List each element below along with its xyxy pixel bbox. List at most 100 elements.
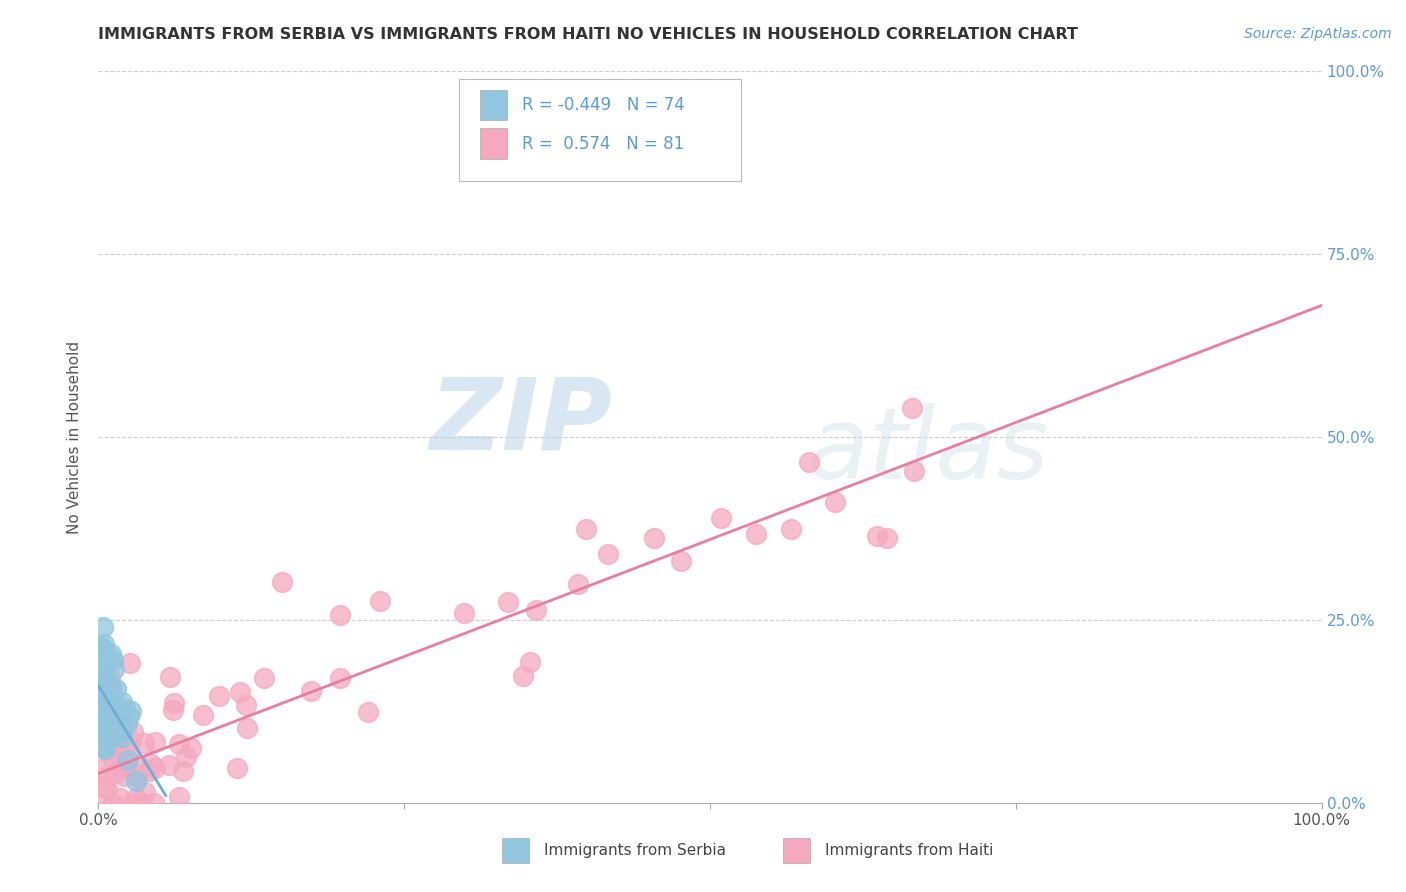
Point — [780, 522, 803, 536]
Point — [90, 674, 112, 689]
Point — [236, 721, 259, 735]
Point — [496, 595, 519, 609]
Point — [93, 741, 115, 756]
Point — [134, 785, 156, 799]
Point — [98, 693, 121, 707]
Point — [98, 693, 121, 707]
Point — [91, 728, 114, 742]
FancyBboxPatch shape — [479, 90, 508, 120]
Point — [125, 790, 148, 805]
FancyBboxPatch shape — [479, 128, 508, 159]
Point — [299, 684, 322, 698]
Point — [329, 608, 352, 623]
Point — [100, 694, 122, 708]
Point — [96, 679, 118, 693]
Point — [98, 680, 121, 694]
Point — [643, 531, 665, 545]
FancyBboxPatch shape — [502, 838, 529, 863]
Point — [368, 594, 391, 608]
Point — [598, 547, 620, 561]
Point — [163, 696, 186, 710]
Point — [96, 781, 118, 796]
Point — [121, 725, 143, 739]
Point — [127, 757, 149, 772]
Point — [90, 762, 112, 776]
Point — [159, 670, 181, 684]
Point — [93, 671, 115, 685]
Point — [866, 529, 889, 543]
Point — [512, 669, 534, 683]
Point — [93, 687, 115, 701]
Point — [167, 790, 190, 805]
Point — [90, 682, 112, 697]
Point — [901, 401, 924, 415]
Point — [180, 740, 202, 755]
Text: ZIP: ZIP — [429, 374, 612, 471]
Point — [96, 681, 118, 695]
Point — [270, 574, 292, 589]
Point — [93, 740, 115, 755]
Point — [138, 764, 160, 778]
Point — [111, 725, 134, 739]
Point — [143, 761, 166, 775]
Point — [89, 690, 111, 705]
Point — [111, 713, 134, 727]
Point — [124, 766, 146, 780]
Point — [96, 769, 118, 783]
Point — [235, 698, 257, 712]
Point — [110, 760, 132, 774]
Point — [101, 796, 124, 810]
Point — [114, 755, 136, 769]
Point — [101, 712, 124, 726]
Point — [142, 796, 165, 810]
Point — [100, 647, 122, 661]
Point — [710, 511, 733, 525]
Point — [115, 716, 138, 731]
Point — [162, 703, 184, 717]
Point — [90, 688, 112, 702]
Point — [93, 669, 115, 683]
Point — [120, 704, 142, 718]
Point — [96, 708, 118, 723]
Point — [100, 725, 122, 739]
Point — [101, 681, 124, 695]
Point — [876, 531, 898, 545]
Point — [159, 757, 181, 772]
Text: atlas: atlas — [808, 403, 1049, 500]
Point — [114, 769, 136, 783]
Point — [97, 731, 120, 745]
Point — [87, 681, 110, 696]
Point — [87, 686, 110, 700]
Point — [94, 685, 117, 699]
Point — [94, 690, 117, 705]
Point — [93, 699, 115, 714]
Point — [903, 464, 925, 478]
Point — [91, 706, 114, 720]
Point — [117, 753, 139, 767]
Point — [167, 737, 190, 751]
Point — [105, 726, 128, 740]
Text: Immigrants from Haiti: Immigrants from Haiti — [825, 843, 994, 858]
Point — [91, 698, 114, 713]
Y-axis label: No Vehicles in Household: No Vehicles in Household — [67, 341, 83, 533]
Point — [89, 643, 111, 657]
Point — [91, 695, 114, 709]
Text: R = -0.449   N = 74: R = -0.449 N = 74 — [522, 96, 685, 114]
Point — [90, 689, 112, 703]
Point — [172, 764, 194, 778]
Point — [174, 750, 197, 764]
Point — [93, 657, 115, 671]
Point — [253, 671, 276, 685]
Point — [143, 735, 166, 749]
Point — [98, 671, 121, 685]
Point — [89, 674, 111, 689]
Point — [97, 698, 120, 713]
Point — [226, 761, 249, 775]
Point — [94, 702, 117, 716]
Point — [104, 765, 127, 780]
Point — [90, 679, 112, 693]
Point — [90, 673, 112, 687]
Text: R =  0.574   N = 81: R = 0.574 N = 81 — [522, 135, 683, 153]
Point — [120, 656, 142, 670]
Point — [94, 646, 117, 660]
